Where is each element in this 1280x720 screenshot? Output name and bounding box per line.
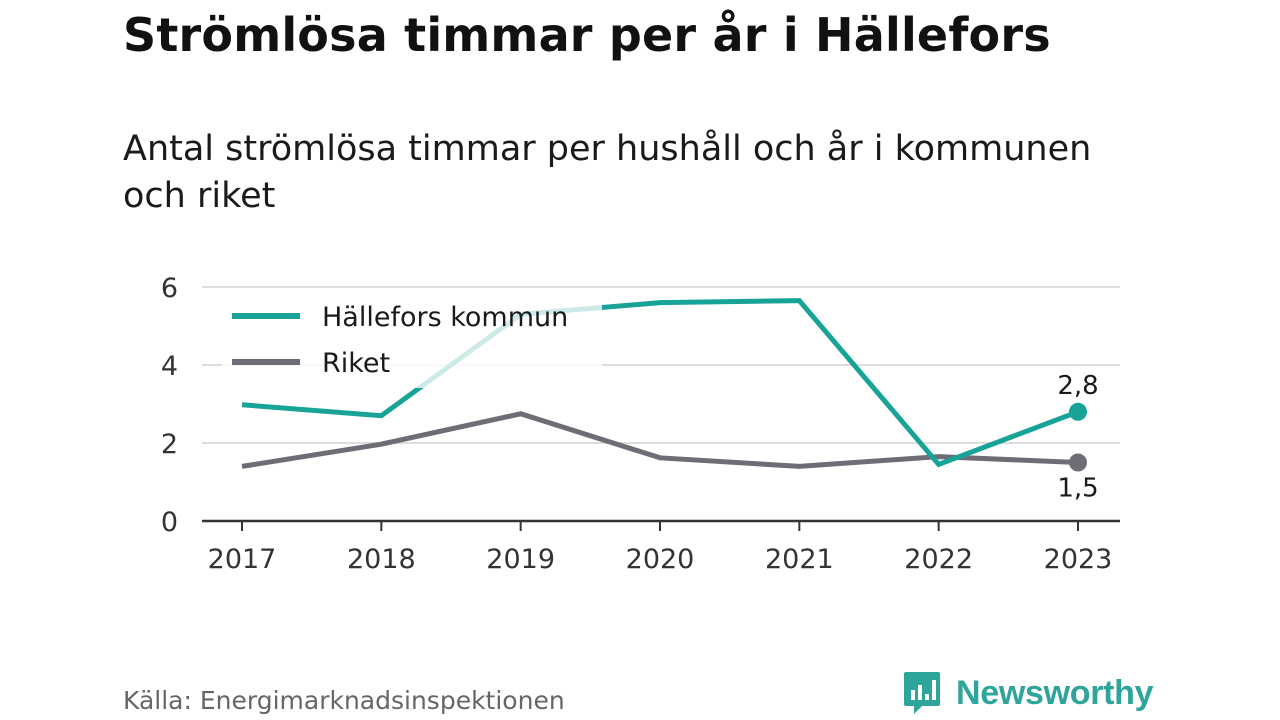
end-value-label: 1,5 bbox=[1057, 474, 1098, 504]
end-point bbox=[1069, 453, 1087, 472]
legend-background bbox=[222, 294, 602, 388]
legend-label: Hällefors kommun bbox=[322, 302, 568, 333]
brand-logo: Newsworthy bbox=[902, 669, 1154, 717]
x-tick-label: 2022 bbox=[904, 544, 973, 575]
x-tick-label: 2023 bbox=[1044, 544, 1113, 575]
brand-name: Newsworthy bbox=[956, 673, 1154, 712]
y-tick-label: 4 bbox=[161, 351, 178, 382]
newsworthy-logo-icon bbox=[904, 672, 940, 714]
series-line-riket bbox=[241, 411, 1079, 469]
y-tick-label: 6 bbox=[161, 273, 178, 304]
y-tick-label: 0 bbox=[161, 507, 178, 538]
x-tick-label: 2018 bbox=[347, 544, 416, 575]
series-line-hällefors-kommun bbox=[241, 298, 1079, 468]
x-tick-label: 2019 bbox=[486, 544, 555, 575]
y-tick-label: 2 bbox=[161, 429, 178, 460]
source-note: Källa: Energimarknadsinspektionen bbox=[123, 686, 565, 715]
end-value-label: 2,8 bbox=[1057, 371, 1098, 401]
x-tick-label: 2017 bbox=[208, 544, 277, 575]
legend-label: Riket bbox=[322, 348, 390, 379]
chart-subtitle: Antal strömlösa timmar per hushåll och å… bbox=[123, 129, 1092, 216]
x-tick-label: 2020 bbox=[626, 544, 695, 575]
end-point bbox=[1069, 402, 1087, 421]
chart-title: Strömlösa timmar per år i Hällefors bbox=[123, 8, 1051, 62]
x-tick-label: 2021 bbox=[765, 544, 834, 575]
